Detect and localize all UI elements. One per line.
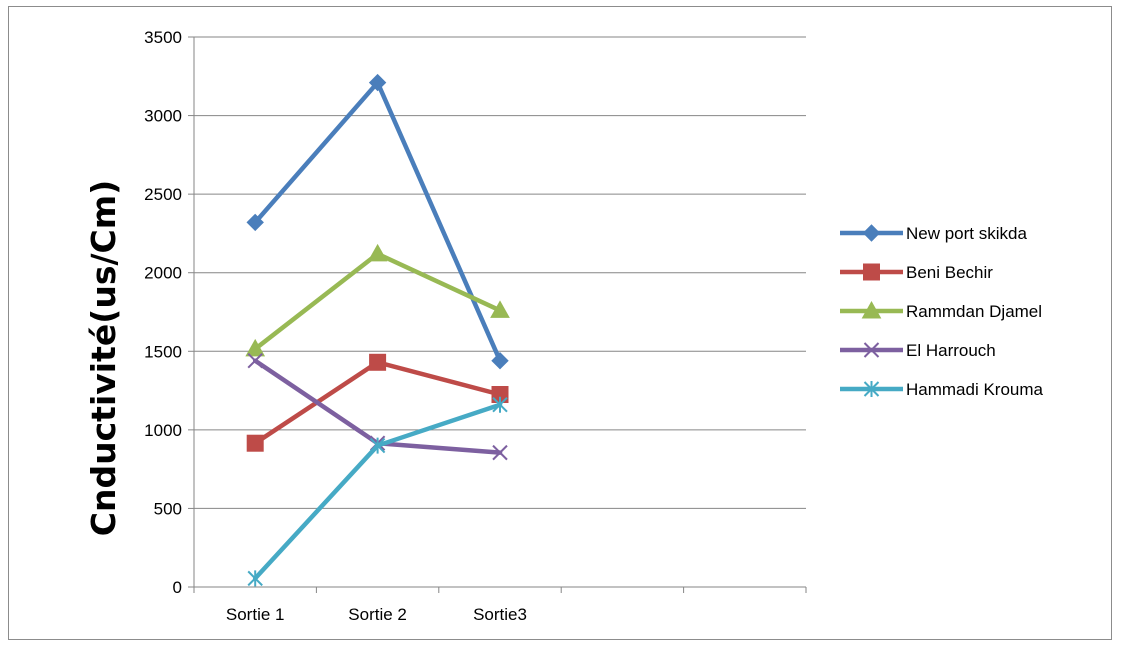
y-tick-label: 3500 <box>144 28 182 47</box>
data-point <box>368 73 387 92</box>
legend-label: Beni Bechir <box>906 263 993 282</box>
data-point <box>490 300 510 318</box>
series-line <box>252 251 503 352</box>
axes: 0 500 1000 1500 2000 2500 3000 3500 Sortie 1 Sort… <box>144 28 807 624</box>
legend-item: New port skikda <box>840 224 1027 243</box>
x-tick-label: Sortie 2 <box>348 605 407 624</box>
y-tick-label: 0 <box>173 578 182 597</box>
data-point <box>246 213 264 232</box>
x-tick-label: Sortie3 <box>473 605 527 624</box>
legend-label: El Harrouch <box>906 341 996 360</box>
y-tick-label: 3000 <box>144 107 182 126</box>
gridlines <box>194 36 806 509</box>
data-point <box>369 353 387 371</box>
y-tick-label: 1000 <box>144 421 182 440</box>
legend-label: New port skikda <box>906 224 1027 243</box>
data-point <box>367 243 388 262</box>
data-point <box>369 437 386 454</box>
y-tick-label: 2000 <box>144 264 182 283</box>
series-2 <box>245 243 510 357</box>
data-point <box>247 570 263 587</box>
legend-swatch-marker <box>861 300 882 319</box>
series-0 <box>246 73 509 370</box>
data-point <box>247 353 263 369</box>
legend-label: Hammadi Krouma <box>906 380 1044 399</box>
data-point <box>492 396 508 413</box>
legend-swatch-marker <box>863 381 880 397</box>
data-point <box>491 352 509 370</box>
series-layer <box>245 73 510 587</box>
legend-item: Beni Bechir <box>840 263 993 282</box>
legend-item: Hammadi Krouma <box>840 380 1044 399</box>
series-1 <box>246 353 509 452</box>
y-axis-title: Cnductivité(us/Cm) <box>84 180 123 536</box>
x-tick-label: Sortie 1 <box>226 605 285 624</box>
legend-item: El Harrouch <box>840 341 996 360</box>
legend-swatch-marker <box>862 224 881 242</box>
series-line <box>252 360 503 446</box>
legend-label: Rammdan Djamel <box>906 302 1042 321</box>
legend-item: Rammdan Djamel <box>840 300 1042 321</box>
legend: New port skikda Beni Bechir Rammdan Djamel… <box>840 224 1044 399</box>
data-point <box>245 338 266 357</box>
y-tick-label: 1500 <box>144 342 182 361</box>
y-tick-label: 500 <box>154 499 182 518</box>
legend-swatch-marker <box>863 263 880 281</box>
data-point <box>246 434 264 452</box>
data-point <box>492 444 508 461</box>
series-line <box>252 402 503 581</box>
legend-swatch-marker <box>863 342 880 358</box>
series-4 <box>247 396 508 587</box>
chart-frame <box>8 6 1112 640</box>
y-tick-label: 2500 <box>144 185 182 204</box>
